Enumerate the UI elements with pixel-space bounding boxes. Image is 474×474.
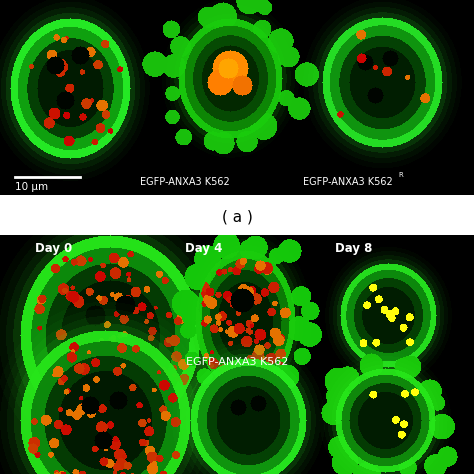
Text: Day 8: Day 8 bbox=[335, 242, 373, 255]
Text: Day 0: Day 0 bbox=[35, 242, 72, 255]
Text: EGFP-ANXA3 K562: EGFP-ANXA3 K562 bbox=[186, 357, 288, 367]
Text: EGFP-ANXA3 K562: EGFP-ANXA3 K562 bbox=[140, 177, 230, 187]
Text: 10 μm: 10 μm bbox=[15, 182, 48, 192]
Text: EGFP-ANXA3 K562: EGFP-ANXA3 K562 bbox=[303, 177, 393, 187]
Text: Day 4: Day 4 bbox=[185, 242, 222, 255]
Text: ( a ): ( a ) bbox=[221, 210, 253, 225]
Text: R: R bbox=[398, 172, 403, 178]
